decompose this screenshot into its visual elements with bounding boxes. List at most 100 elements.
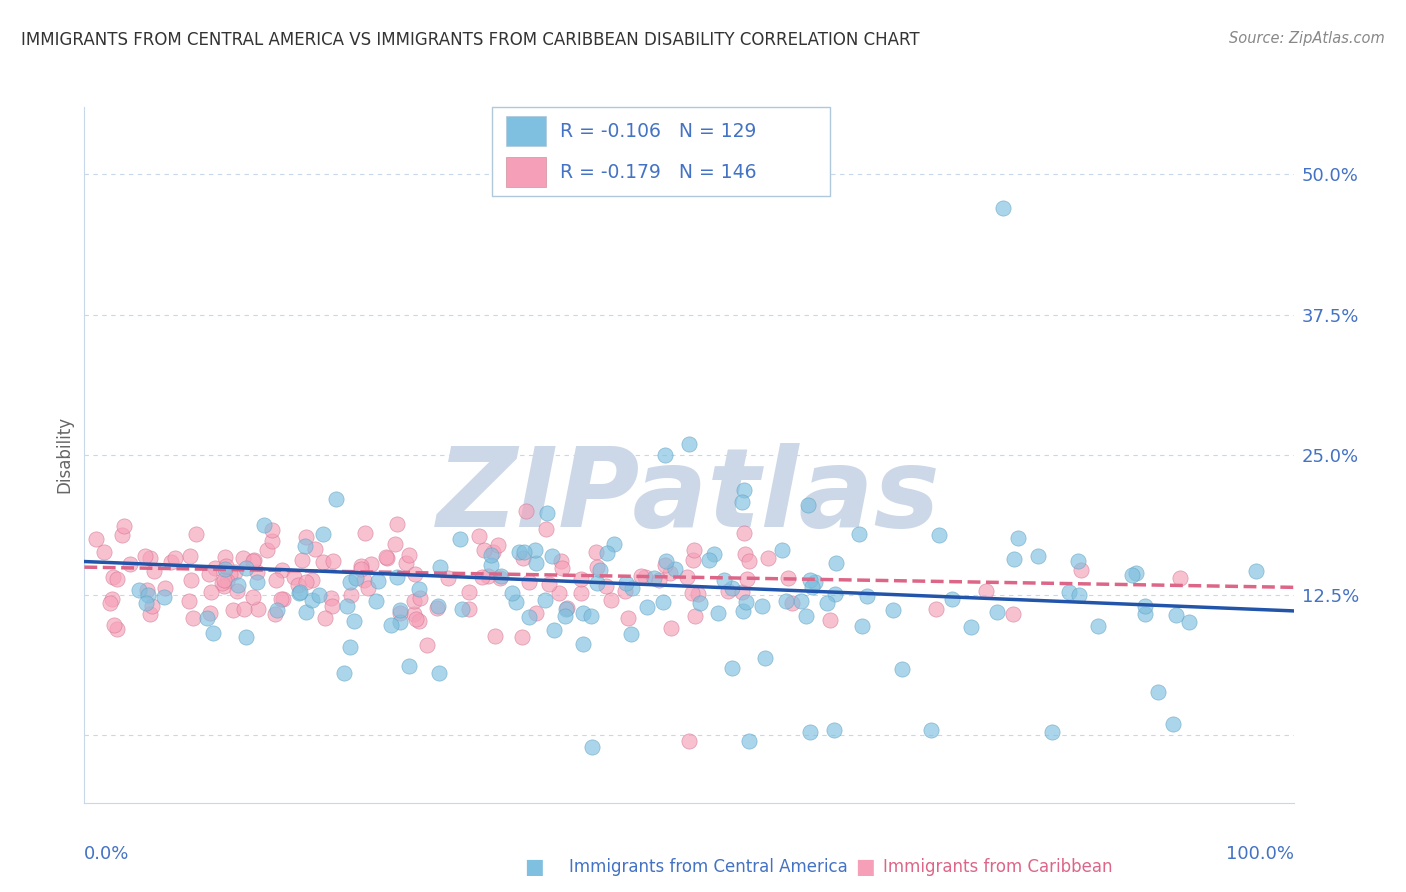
Point (262, 523, 284, 537)
Point (457, 585, 479, 599)
Point (312, 555, 335, 569)
Point (98, 596, 121, 610)
FancyBboxPatch shape (492, 107, 830, 196)
Point (512, 550, 534, 565)
Point (152, 590, 174, 604)
Point (271, 563, 294, 577)
Point (678, 436, 700, 450)
Point (408, 582, 430, 596)
Point (138, 551, 160, 566)
Point (515, 504, 537, 518)
Point (600, 592, 623, 607)
Point (346, 571, 368, 585)
Point (1246, 564, 1268, 578)
Point (1057, 584, 1080, 599)
Text: 100.0%: 100.0% (1226, 845, 1294, 863)
Point (112, 519, 135, 533)
Point (721, 661, 744, 675)
Point (458, 602, 481, 616)
Point (815, 596, 838, 610)
Point (177, 593, 200, 607)
Point (1067, 588, 1090, 602)
Point (214, 562, 236, 576)
Point (385, 570, 408, 584)
Point (118, 557, 141, 571)
Point (470, 570, 492, 584)
Point (301, 574, 323, 588)
Point (335, 599, 357, 614)
Point (928, 528, 950, 542)
Point (349, 562, 371, 576)
Point (648, 573, 671, 587)
Point (925, 602, 948, 616)
Point (620, 627, 643, 641)
Point (142, 564, 165, 578)
Point (264, 607, 287, 621)
Point (554, 602, 576, 616)
Point (472, 542, 495, 557)
Point (388, 606, 411, 620)
Point (797, 498, 820, 512)
Point (288, 585, 311, 599)
Point (295, 530, 318, 544)
Point (389, 615, 412, 630)
Point (218, 567, 240, 582)
Point (617, 611, 640, 625)
Point (301, 592, 323, 607)
Point (1168, 571, 1191, 585)
Point (339, 588, 361, 602)
Point (634, 570, 657, 584)
Point (733, 604, 755, 618)
Point (501, 585, 523, 599)
Point (799, 573, 821, 587)
Point (374, 549, 396, 564)
Point (1177, 615, 1199, 629)
Point (699, 553, 721, 567)
Point (395, 556, 418, 570)
Point (141, 599, 163, 614)
Y-axis label: Disability: Disability (55, 417, 73, 493)
Point (426, 601, 449, 615)
Point (1161, 717, 1184, 731)
Point (702, 548, 724, 562)
Point (1040, 725, 1063, 739)
Point (235, 561, 257, 575)
Point (510, 630, 533, 644)
Point (84, 532, 107, 546)
Point (467, 528, 489, 542)
Point (366, 593, 388, 607)
Point (571, 637, 593, 651)
Point (770, 543, 793, 558)
Point (579, 609, 602, 624)
Point (350, 558, 373, 573)
Point (543, 624, 565, 638)
Point (477, 569, 499, 583)
Point (105, 623, 128, 637)
Point (287, 578, 309, 592)
Point (920, 723, 942, 737)
Point (139, 607, 162, 622)
Text: ■: ■ (855, 857, 875, 877)
Point (427, 665, 450, 680)
Point (215, 574, 238, 589)
Point (256, 543, 278, 558)
Point (602, 537, 624, 551)
Point (405, 611, 427, 625)
Point (321, 599, 343, 614)
Point (780, 596, 803, 610)
Point (404, 594, 426, 608)
Point (735, 572, 758, 586)
Point (891, 662, 914, 676)
Point (993, 201, 1015, 215)
Point (636, 600, 658, 615)
Point (1007, 531, 1029, 545)
Point (322, 553, 344, 567)
Point (111, 527, 134, 541)
Point (654, 558, 676, 573)
Point (450, 601, 472, 615)
Point (339, 640, 361, 654)
Point (202, 626, 225, 640)
Point (367, 574, 389, 589)
Point (426, 599, 449, 614)
Point (517, 575, 540, 590)
